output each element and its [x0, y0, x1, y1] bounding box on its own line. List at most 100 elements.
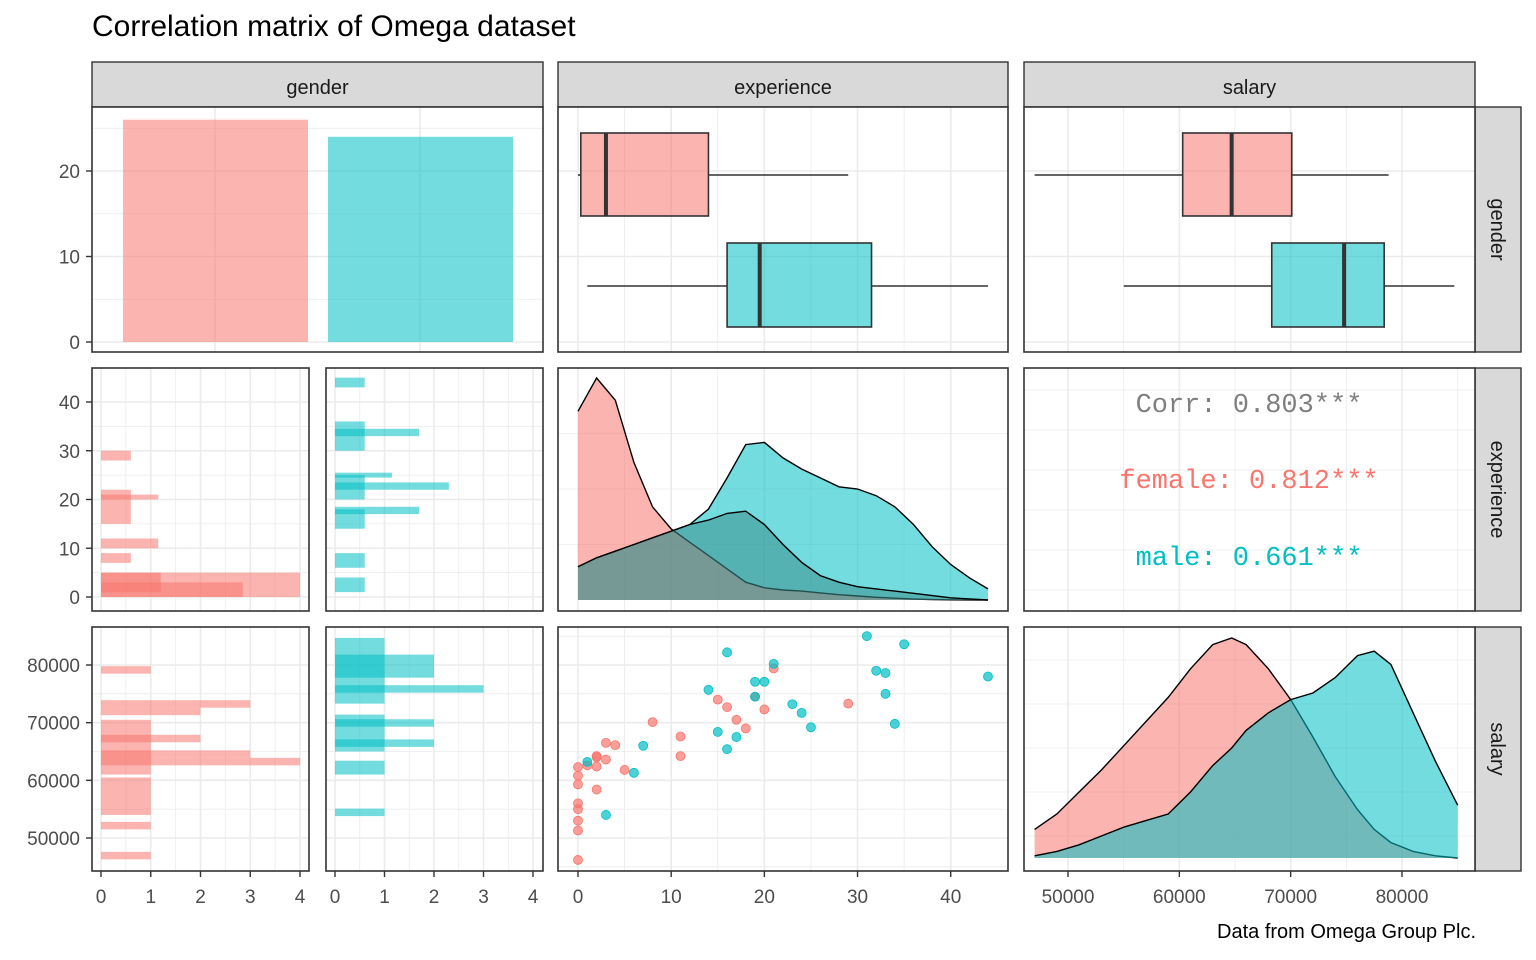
point-male [796, 707, 807, 718]
corr-label-female: female: 0.812*** [1119, 467, 1378, 497]
point-male [731, 732, 742, 742]
point-male [983, 671, 993, 682]
hist-bar [335, 428, 420, 437]
panel-border [557, 106, 1009, 353]
panel-border [1023, 367, 1476, 612]
point-female [573, 815, 583, 826]
x-tick-label: 60000 [1153, 887, 1206, 908]
point-female [591, 784, 602, 795]
panel-border [91, 106, 544, 353]
hist-bar [335, 685, 484, 693]
point-female [591, 761, 602, 772]
hist-bar [101, 777, 151, 815]
hist-bar [335, 472, 392, 478]
chart-caption: Data from Omega Group Plc. [1217, 921, 1476, 943]
strip-label-row-salary: salary [1486, 722, 1508, 775]
strip-label-row-gender: gender [1486, 198, 1508, 261]
point-male [889, 718, 900, 729]
point-male [722, 744, 732, 755]
y-tick-label: 50000 [27, 829, 80, 850]
density-overlap-outline [577, 510, 989, 601]
hist-bar [101, 666, 151, 674]
panel-border [91, 367, 310, 612]
point-male [601, 810, 611, 820]
strip-label-gender: gender [286, 77, 349, 99]
hist-bar [335, 577, 365, 593]
point-female [675, 731, 686, 742]
point-female [712, 694, 723, 705]
hist-bar [101, 572, 161, 593]
point-female [573, 825, 583, 836]
y-tick-label: 60000 [27, 771, 80, 792]
chart-title: Correlation matrix of Omega dataset [92, 10, 576, 43]
x-tick-label: 1 [379, 887, 390, 908]
point-male [759, 676, 770, 687]
density-male [1034, 651, 1458, 858]
hist-bar [335, 760, 385, 775]
point-male [806, 722, 816, 733]
y-tick-label: 10 [59, 248, 80, 269]
bar-male [328, 136, 513, 342]
box-female [1181, 132, 1293, 217]
y-tick-label: 20 [59, 162, 80, 183]
hist-bar [101, 757, 300, 766]
box-male [726, 242, 873, 328]
hist-bar [101, 553, 131, 563]
x-tick-label: 4 [295, 887, 306, 908]
point-female [619, 765, 630, 775]
point-female [759, 704, 770, 715]
point-female [610, 740, 621, 751]
y-tick-label: 0 [69, 588, 80, 609]
point-male [899, 639, 910, 650]
panel-border [557, 626, 1009, 872]
y-tick-label: 80000 [27, 656, 80, 677]
hist-bar [101, 450, 131, 461]
hist-bar [335, 506, 420, 515]
hist-bar [101, 538, 159, 549]
point-male [787, 699, 798, 710]
box-male [1270, 242, 1385, 328]
point-male [880, 668, 891, 678]
hist-bar [335, 553, 365, 568]
strip-row-gender [1474, 106, 1522, 353]
x-tick-label: 50000 [1042, 887, 1095, 908]
point-female [573, 804, 583, 815]
point-female [731, 714, 742, 725]
point-female [573, 855, 583, 865]
y-tick-label: 70000 [27, 714, 80, 735]
hist-bar [335, 654, 434, 678]
hist-bar [101, 734, 201, 743]
x-tick-label: 4 [528, 887, 539, 908]
x-tick-label: 0 [330, 887, 341, 908]
point-male [722, 647, 732, 658]
point-female [601, 754, 611, 765]
hist-bar [101, 707, 201, 716]
x-tick-label: 2 [195, 887, 206, 908]
strip-col-gender [91, 61, 544, 108]
x-tick-label: 3 [478, 887, 489, 908]
point-male [703, 684, 714, 695]
hist-bar [335, 739, 434, 747]
strip-label-row-experience: experience [1486, 441, 1508, 539]
x-tick-label: 0 [573, 887, 584, 908]
point-male [768, 658, 779, 669]
point-male [629, 767, 639, 778]
point-female [601, 737, 611, 748]
x-tick-label: 70000 [1264, 887, 1317, 908]
hist-bar [101, 700, 251, 708]
strip-col-experience [557, 61, 1009, 108]
point-female [722, 702, 732, 712]
panel-border [557, 367, 1009, 612]
x-tick-label: 20 [754, 887, 775, 908]
point-male [871, 665, 882, 676]
y-tick-label: 10 [59, 539, 80, 560]
point-male [582, 756, 593, 767]
hist-bar [335, 808, 385, 817]
panel-correlation [1024, 368, 1475, 611]
panel-scatter [558, 627, 1008, 871]
panel-border [1023, 106, 1476, 353]
x-tick-label: 10 [661, 887, 682, 908]
strip-row-salary [1474, 626, 1522, 872]
corr-label-total: Corr: 0.803*** [1136, 391, 1363, 421]
hist-bar [335, 719, 434, 727]
